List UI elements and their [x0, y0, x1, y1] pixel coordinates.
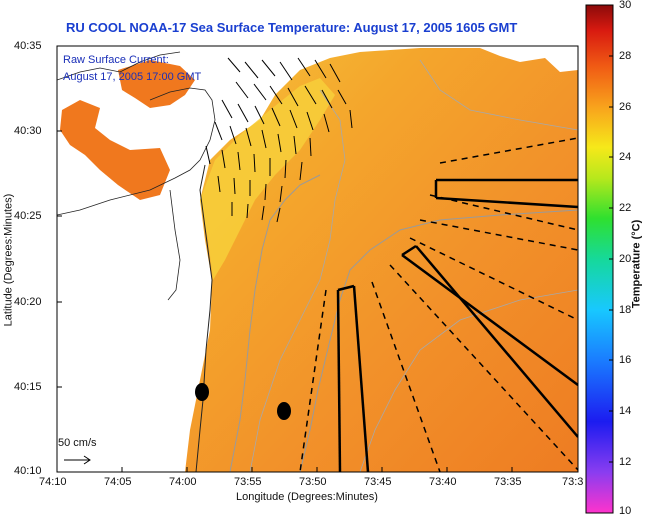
colorbar-tick: 14	[619, 405, 632, 417]
legend-line-1: Raw Surface Current:	[63, 54, 169, 66]
y-tick: 40:10	[14, 465, 42, 477]
colorbar-tick: 26	[619, 101, 632, 113]
x-tick: 73:55	[234, 476, 262, 488]
x-tick: 73:35	[494, 476, 522, 488]
x-axis-label: Longitude (Degrees:Minutes)	[236, 491, 378, 503]
colorbar	[585, 4, 614, 514]
axis-ticks	[56, 45, 579, 473]
colorbar-tick: 24	[619, 151, 632, 163]
sst-patch	[60, 100, 170, 200]
legend-line-2: August 17, 2005 17:00 GMT	[63, 71, 202, 83]
y-tick: 40:15	[14, 381, 42, 393]
colorbar-tick: 16	[619, 354, 632, 366]
x-tick: 73:45	[364, 476, 392, 488]
y-axis-label: Latitude (Degrees:Minutes)	[2, 193, 15, 327]
radar-site-marker	[195, 383, 209, 401]
colorbar-tick: 22	[619, 202, 632, 214]
colorbar-tick: 30	[619, 0, 632, 11]
colorbar-tick: 12	[619, 456, 632, 468]
x-tick: 73:40	[429, 476, 457, 488]
colorbar-ticks	[609, 4, 613, 514]
y-tick: 40:30	[14, 125, 42, 137]
x-tick: 74:00	[169, 476, 197, 488]
x-tick: 73:50	[299, 476, 327, 488]
y-tick: 40:35	[14, 40, 42, 52]
radar-site-marker	[277, 402, 291, 420]
y-tick: 40:20	[14, 296, 42, 308]
sst-patch	[118, 60, 195, 108]
x-tick: 74:10	[39, 476, 67, 488]
x-tick: 73:3	[562, 476, 584, 488]
colorbar-tick: 10	[619, 505, 632, 517]
scale-arrow	[64, 455, 91, 465]
colorbar-tick: 20	[619, 253, 632, 265]
surface-current-vectors	[205, 57, 353, 223]
colorbar-tick: 28	[619, 50, 632, 62]
y-tick: 40:25	[14, 210, 42, 222]
radar-range-lines	[299, 137, 578, 472]
map-area	[57, 46, 578, 472]
colorbar-tick: 18	[619, 304, 632, 316]
scale-label: 50 cm/s	[58, 437, 97, 449]
x-tick: 74:05	[104, 476, 132, 488]
cool-band	[200, 78, 335, 280]
colorbar-label: Temperature (°C)	[630, 219, 643, 309]
